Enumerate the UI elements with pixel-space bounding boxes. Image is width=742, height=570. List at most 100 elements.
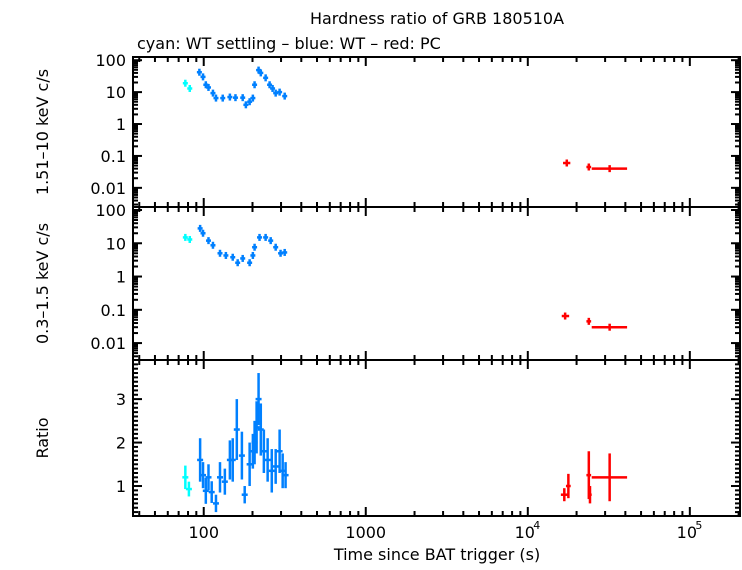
data-point: [263, 233, 269, 241]
data-point: [238, 431, 245, 480]
data-point: [241, 486, 248, 504]
data-point: [235, 259, 241, 267]
y-tick-label: 0.01: [90, 334, 126, 353]
series-pc: [561, 312, 628, 331]
data-point: [247, 259, 253, 267]
data-point: [268, 449, 275, 493]
data-point: [187, 235, 193, 243]
data-point: [233, 399, 240, 460]
y-tick-label: 2: [116, 434, 126, 453]
data-point: [252, 81, 258, 89]
data-point: [591, 323, 628, 331]
y-tick-label: 1: [116, 115, 126, 134]
series-pc: [563, 159, 628, 173]
data-point: [260, 429, 267, 473]
data-point: [270, 84, 276, 92]
y-tick-label: 0.1: [101, 147, 126, 166]
y-tick-label: 3: [116, 390, 126, 409]
series-wt: [197, 373, 289, 513]
y-axis-label: 1.51–10 keV c/s: [33, 69, 52, 195]
data-point: [563, 159, 571, 167]
y-tick-label: 10: [106, 234, 126, 253]
data-point: [210, 241, 216, 249]
data-point: [232, 94, 238, 102]
series-wt: [197, 224, 288, 267]
data-point: [586, 163, 592, 171]
data-point: [205, 83, 211, 91]
data-point: [240, 94, 246, 102]
x-tick-exponent: 5: [695, 519, 702, 532]
series-pc: [560, 451, 628, 504]
data-point: [200, 462, 207, 489]
data-point: [253, 401, 260, 454]
data-point: [272, 449, 279, 484]
data-point: [565, 473, 571, 499]
data-point: [267, 81, 273, 89]
y-tick-label: 0.1: [101, 301, 126, 320]
series-wt-settling: [182, 233, 193, 243]
data-point: [200, 73, 206, 81]
data-point: [230, 253, 236, 261]
data-point: [273, 243, 279, 251]
y-tick-label: 1: [116, 268, 126, 287]
data-point: [182, 233, 188, 241]
data-point: [240, 254, 246, 262]
panel-hard: 100 10 1 0.1 0.01 1.51–10 keV c/s: [33, 51, 741, 208]
data-point: [220, 94, 226, 102]
data-point: [258, 69, 264, 77]
panel-soft: 100 10 1 0.1 0.01 0.3–1.5 keV c/s: [33, 201, 741, 361]
x-tick-label: 1000: [345, 523, 386, 542]
data-point: [561, 312, 570, 320]
data-point: [263, 74, 269, 82]
data-point: [588, 486, 592, 504]
data-point: [187, 84, 193, 92]
data-point: [185, 481, 192, 497]
y-tick-label: 100: [95, 201, 126, 220]
data-point: [591, 453, 628, 502]
panel-frame: [132, 206, 741, 361]
data-point: [217, 249, 223, 257]
data-point: [212, 494, 219, 513]
y-tick-label: 0.01: [90, 179, 126, 198]
x-tick-label: 100: [188, 523, 219, 542]
data-point: [277, 88, 283, 96]
data-point: [196, 68, 202, 76]
chart-title: Hardness ratio of GRB 180510A: [310, 9, 564, 28]
data-point: [182, 79, 188, 87]
data-point: [213, 94, 219, 102]
x-tick-exponent: 4: [533, 519, 540, 532]
data-point: [210, 89, 216, 97]
data-point: [223, 251, 229, 259]
data-point: [255, 373, 262, 426]
y-axis-label: 0.3–1.5 keV c/s: [33, 223, 52, 344]
data-point: [264, 438, 271, 482]
series-wt: [196, 66, 288, 109]
y-tick-label: 10: [106, 83, 126, 102]
y-tick-label: 100: [95, 51, 126, 70]
series-wt-settling: [182, 79, 193, 92]
data-point: [202, 477, 209, 504]
y-tick-label: 1: [116, 477, 126, 496]
data-point: [221, 468, 228, 495]
x-tick-label: 10: [677, 523, 697, 542]
panel-ratio: 1 2 3 Ratio: [33, 359, 741, 517]
data-point: [586, 317, 592, 325]
data-point: [197, 224, 203, 232]
data-point: [227, 93, 233, 101]
data-point: [229, 438, 236, 482]
panel-frame: [132, 56, 741, 208]
x-tick-label: 10: [515, 523, 535, 542]
x-axis-label: Time since BAT trigger (s): [333, 545, 540, 564]
data-point: [205, 237, 211, 245]
data-point: [243, 101, 249, 109]
data-point: [200, 229, 206, 237]
data-point: [591, 165, 628, 173]
data-point: [268, 237, 274, 245]
data-point: [205, 464, 212, 491]
data-point: [182, 465, 189, 490]
data-point: [208, 481, 215, 503]
data-point: [282, 92, 288, 100]
data-point: [250, 94, 256, 102]
data-point: [276, 429, 283, 473]
